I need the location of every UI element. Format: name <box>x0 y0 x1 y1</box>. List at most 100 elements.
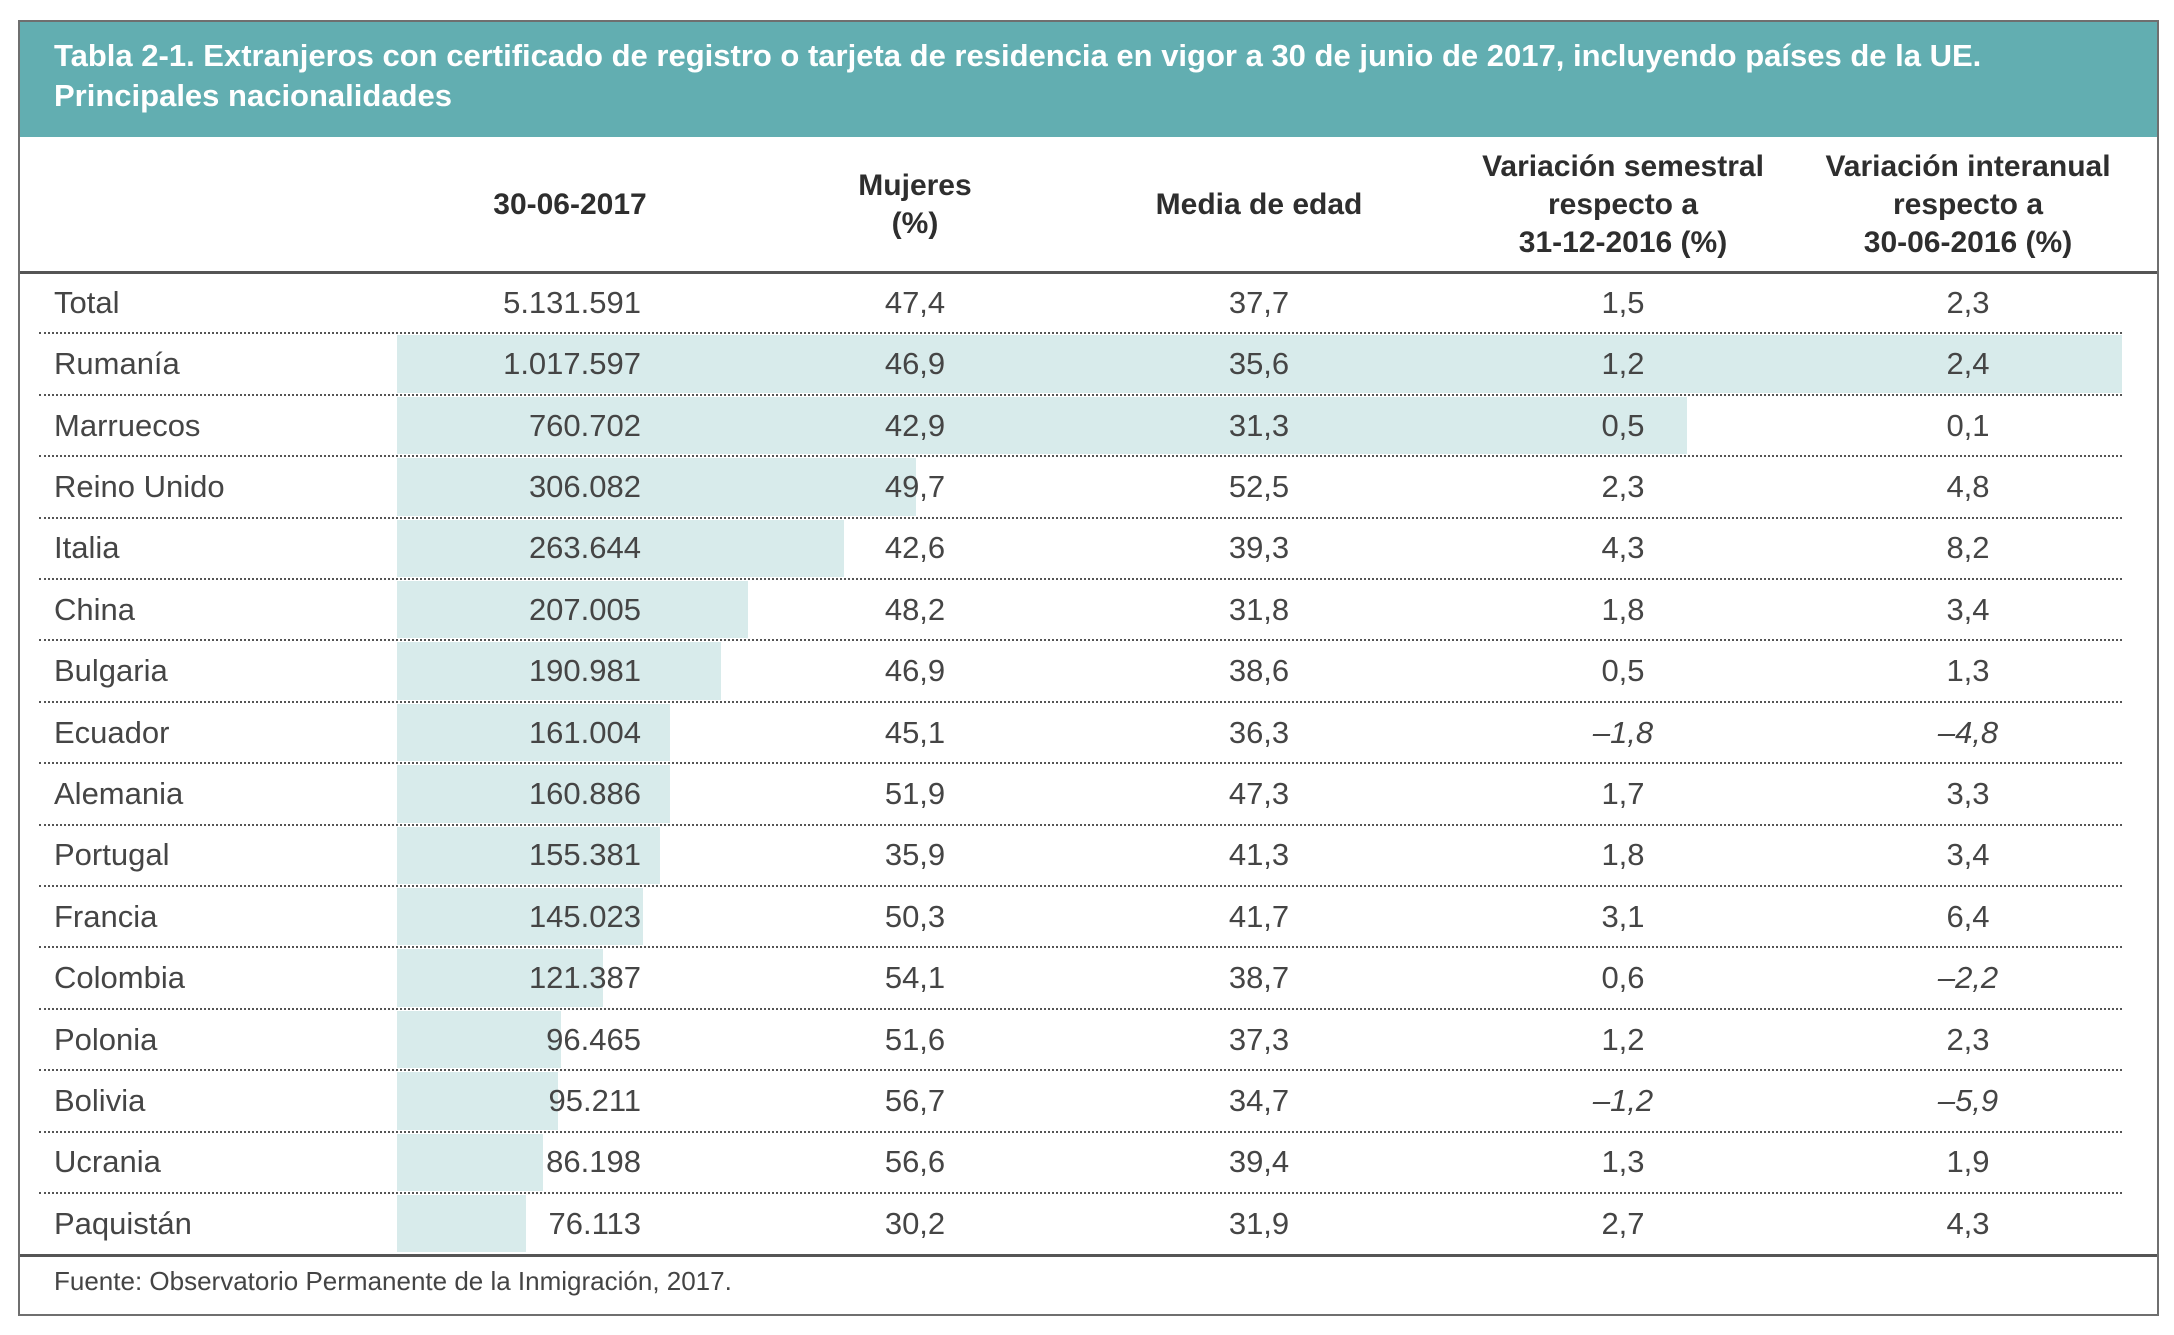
row-separator <box>39 1069 2122 1072</box>
source-note: Fuente: Observatorio Permanente de la In… <box>54 1266 732 1296</box>
population-cell: 145.023 <box>528 898 641 934</box>
value-cell: 3,3 <box>1946 775 1990 811</box>
value-cell: 45,1 <box>884 714 946 750</box>
value-cell: 42,6 <box>884 530 946 566</box>
table-title: Tabla 2-1. Extranjeros con certificado d… <box>54 38 1982 113</box>
row-separator <box>39 700 2122 703</box>
value-cell: 38,6 <box>1228 653 1290 689</box>
value-cell: 46,9 <box>884 346 946 382</box>
row-label: China <box>54 591 135 627</box>
value-cell: 31,3 <box>1228 407 1290 443</box>
value-cell: 31,8 <box>1228 591 1290 627</box>
value-cell: 2,3 <box>1946 284 1990 320</box>
data-bar <box>397 519 844 577</box>
value-cell: 3,4 <box>1946 591 1990 627</box>
value-cell: 2,7 <box>1601 1205 1645 1241</box>
value-cell: 49,7 <box>884 468 946 504</box>
value-cell: 1,9 <box>1946 1144 1990 1180</box>
population-cell: 263.644 <box>528 530 641 566</box>
column-header: Media de edad <box>1155 187 1363 221</box>
value-cell: 36,3 <box>1228 714 1290 750</box>
column-header: Variación interanual respecto a 30-06-20… <box>1825 149 2111 259</box>
row-separator <box>39 1192 2122 1194</box>
row-label: Colombia <box>54 960 185 996</box>
population-cell: 95.211 <box>548 1082 641 1118</box>
value-cell: 47,3 <box>1228 775 1290 811</box>
population-cell: 5.131.591 <box>503 284 641 320</box>
value-cell: 0,1 <box>1946 407 1990 443</box>
value-cell: 2,3 <box>1946 1021 1990 1057</box>
footer-rule <box>20 1254 2157 1258</box>
value-cell: 41,3 <box>1228 837 1290 873</box>
value-cell: 1,2 <box>1601 1021 1645 1057</box>
value-cell: –2,2 <box>1937 960 1999 996</box>
data-bar <box>397 1195 527 1253</box>
data-bar <box>397 335 2122 393</box>
population-cell: 161.004 <box>528 714 641 750</box>
row-label: Marruecos <box>54 407 201 443</box>
row-separator <box>39 823 2122 826</box>
population-cell: 96.465 <box>546 1021 641 1057</box>
row-label: Alemania <box>54 775 184 811</box>
row-separator <box>39 516 2122 519</box>
value-cell: 2,4 <box>1946 346 1990 382</box>
data-bar <box>397 458 916 516</box>
value-cell: 3,1 <box>1601 898 1645 934</box>
table-frame <box>18 20 2159 1316</box>
column-header: Variación semestral respecto a 31-12-201… <box>1482 149 1764 259</box>
row-label: Rumanía <box>54 346 180 382</box>
population-cell: 760.702 <box>528 407 641 443</box>
value-cell: 1,2 <box>1601 346 1645 382</box>
data-bar <box>397 396 1687 455</box>
value-cell: 1,8 <box>1601 591 1645 627</box>
row-separator <box>39 1007 2122 1010</box>
row-label: Bolivia <box>54 1082 146 1118</box>
header-rule <box>20 271 2157 274</box>
data-bar <box>397 826 661 884</box>
value-cell: 37,3 <box>1228 1021 1290 1057</box>
value-cell: 35,6 <box>1228 346 1290 382</box>
value-cell: 41,7 <box>1228 898 1290 934</box>
row-label: Reino Unido <box>54 468 225 504</box>
data-bar <box>397 703 670 762</box>
data-bar <box>397 642 721 700</box>
title-band <box>20 22 2157 137</box>
value-cell: 50,3 <box>884 898 946 934</box>
row-label: Portugal <box>54 837 170 873</box>
value-cell: –1,2 <box>1592 1082 1654 1118</box>
value-cell: 0,6 <box>1601 960 1645 996</box>
value-cell: 56,7 <box>884 1082 946 1118</box>
row-label: Paquistán <box>54 1205 192 1241</box>
value-cell: 35,9 <box>884 837 946 873</box>
value-cell: 0,5 <box>1601 407 1645 443</box>
population-cell: 86.198 <box>546 1144 641 1180</box>
value-cell: 56,6 <box>884 1144 946 1180</box>
value-cell: 51,9 <box>884 775 946 811</box>
row-separator <box>39 762 2122 765</box>
column-header: 30-06-2017 <box>493 187 647 221</box>
value-cell: 31,9 <box>1228 1205 1290 1241</box>
population-cell: 190.981 <box>528 653 641 689</box>
column-header: Mujeres (%) <box>858 168 972 240</box>
value-cell: 1,3 <box>1601 1144 1645 1180</box>
value-cell: 3,4 <box>1946 837 1990 873</box>
value-cell: 6,4 <box>1946 898 1990 934</box>
value-cell: 0,5 <box>1601 653 1645 689</box>
value-cell: 34,7 <box>1228 1082 1290 1118</box>
row-separator <box>39 393 2122 396</box>
row-label: Ecuador <box>54 714 170 750</box>
row-label: Italia <box>54 530 120 566</box>
row-separator <box>39 639 2122 642</box>
value-cell: 42,9 <box>884 407 946 443</box>
data-bar <box>397 765 670 823</box>
population-cell: 121.387 <box>528 960 641 996</box>
value-cell: 1,3 <box>1946 653 1990 689</box>
row-label: Ucrania <box>54 1144 161 1180</box>
population-cell: 160.886 <box>528 775 641 811</box>
row-separator <box>39 1130 2122 1133</box>
value-cell: 52,5 <box>1228 468 1290 504</box>
row-separator <box>39 946 2122 949</box>
value-cell: 1,5 <box>1601 284 1645 320</box>
value-cell: –4,8 <box>1937 714 1999 750</box>
